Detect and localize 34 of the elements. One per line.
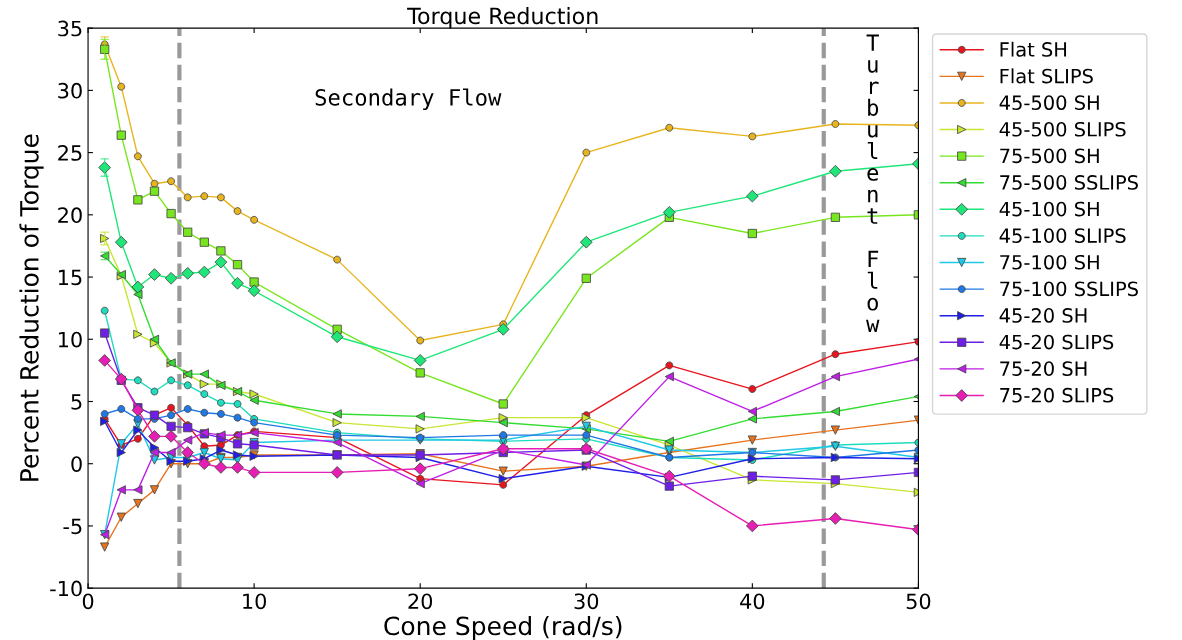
x-axis-title: Cone Speed (rad/s) bbox=[384, 615, 622, 640]
y-tick-label: 25 bbox=[58, 145, 82, 161]
x-tick-label: 10 bbox=[243, 593, 266, 610]
legend-label: 75-20 SLIPS bbox=[1000, 387, 1114, 403]
chart-title: Torque Reduction bbox=[407, 7, 598, 29]
legend-label: 75-500 SSLIPS bbox=[1000, 175, 1138, 190]
annotation: Secondary Flow bbox=[315, 88, 502, 111]
legend-label: 75-500 SH bbox=[1000, 148, 1099, 164]
legend-label: 45-500 SH bbox=[999, 95, 1099, 111]
x-tick-label: 0 bbox=[82, 593, 94, 610]
legend-label: 45-500 SLIPS bbox=[999, 121, 1126, 137]
x-tick-label: 40 bbox=[740, 593, 765, 610]
x-tick-label: 50 bbox=[906, 593, 931, 610]
y-tick-label: -10 bbox=[50, 580, 82, 597]
x-tick-label: 30 bbox=[574, 593, 599, 610]
legend-label: 45-100 SH bbox=[999, 201, 1099, 217]
legend-label: 45-20 SH bbox=[999, 308, 1087, 323]
y-tick-label: 30 bbox=[58, 82, 82, 99]
y-tick-label: 20 bbox=[58, 207, 82, 224]
legend-label: 45-100 SLIPS bbox=[999, 228, 1126, 243]
legend-label: 75-20 SH bbox=[1000, 361, 1087, 376]
legend-label: 75-100 SH bbox=[1000, 254, 1099, 270]
legend-label: Flat SH bbox=[1000, 41, 1067, 57]
y-tick-label: 10 bbox=[58, 331, 82, 348]
x-tick-label: 20 bbox=[408, 593, 433, 610]
y-axis-title: Percent Reduction of Torque bbox=[19, 134, 44, 481]
y-tick-label: 0 bbox=[71, 456, 82, 472]
legend-label: 75-100 SSLIPS bbox=[1000, 281, 1138, 297]
y-tick-label: 35 bbox=[58, 20, 82, 37]
y-tick-label: -5 bbox=[63, 518, 82, 535]
legend-label: 45-20 SLIPS bbox=[999, 334, 1114, 350]
y-tick-label: 5 bbox=[71, 394, 82, 410]
legend-label: Flat SLIPS bbox=[1000, 68, 1093, 84]
y-tick-label: 15 bbox=[58, 269, 82, 286]
